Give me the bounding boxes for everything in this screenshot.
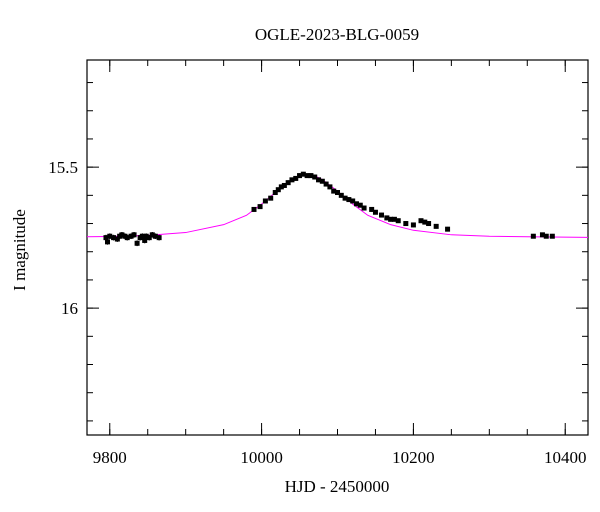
x-tick-label: 10200: [392, 448, 435, 467]
data-point: [353, 201, 359, 207]
data-point: [152, 233, 158, 239]
y-tick-label: 16: [61, 299, 78, 318]
data-point: [103, 235, 109, 241]
data-point: [251, 206, 257, 212]
data-point: [350, 198, 356, 204]
x-tick-label: 9800: [93, 448, 127, 467]
data-point: [539, 232, 545, 238]
data-point: [114, 236, 120, 242]
data-point: [369, 206, 375, 212]
data-point: [275, 187, 281, 193]
data-point: [422, 219, 428, 225]
data-point: [128, 233, 134, 239]
data-point: [319, 178, 325, 184]
data-point: [323, 181, 329, 187]
data-point: [142, 237, 148, 243]
data-point: [395, 218, 401, 224]
y-tick-label: 15.5: [48, 158, 78, 177]
data-point: [308, 173, 314, 179]
chart-title: OGLE-2023-BLG-0059: [255, 25, 419, 44]
data-point: [131, 232, 137, 238]
data-point: [278, 184, 284, 190]
data-point: [543, 233, 549, 239]
data-point: [327, 184, 333, 190]
data-point: [410, 222, 416, 228]
data-point: [418, 218, 424, 224]
data-point: [379, 212, 385, 218]
plot-frame: [86, 59, 589, 436]
data-point: [335, 190, 340, 196]
data-point: [338, 192, 344, 198]
y-axis-label: I magnitude: [10, 209, 29, 291]
data-point: [312, 174, 318, 180]
data-point: [426, 221, 432, 227]
x-tick-label: 10000: [240, 448, 283, 467]
x-tick-label: 10400: [544, 448, 587, 467]
data-point: [134, 240, 140, 246]
data-point: [361, 205, 367, 211]
data-point: [357, 202, 363, 208]
data-point: [119, 232, 125, 238]
data-point: [149, 232, 155, 238]
data-point: [111, 235, 117, 241]
data-point: [293, 175, 299, 181]
data-point: [156, 235, 162, 241]
data-point: [549, 233, 555, 239]
data-point: [391, 216, 397, 222]
data-point: [139, 233, 145, 239]
data-point: [433, 223, 439, 229]
data-point: [342, 195, 348, 201]
data-point: [300, 171, 306, 177]
data-point: [304, 173, 310, 179]
data-point: [124, 235, 130, 241]
data-point: [445, 226, 451, 232]
data-point: [285, 180, 291, 186]
data-point: [281, 182, 287, 188]
data-point: [257, 204, 263, 210]
x-axis-label: HJD - 2450000: [285, 477, 390, 496]
data-point: [262, 198, 268, 204]
data-point: [346, 197, 352, 203]
data-point: [268, 195, 274, 201]
data-point: [272, 190, 278, 196]
data-point: [104, 239, 110, 245]
model-curve: [87, 173, 588, 238]
data-point: [146, 235, 152, 241]
data-point: [316, 177, 322, 183]
data-point: [372, 209, 378, 215]
data-point: [289, 177, 295, 183]
data-point: [143, 233, 149, 239]
data-point: [297, 173, 303, 179]
data-point: [403, 221, 409, 227]
data-point: [530, 233, 536, 239]
data-point: [384, 215, 390, 221]
data-point: [331, 188, 337, 194]
data-point: [107, 233, 113, 239]
data-point: [388, 216, 394, 222]
plot-area: [87, 171, 588, 247]
